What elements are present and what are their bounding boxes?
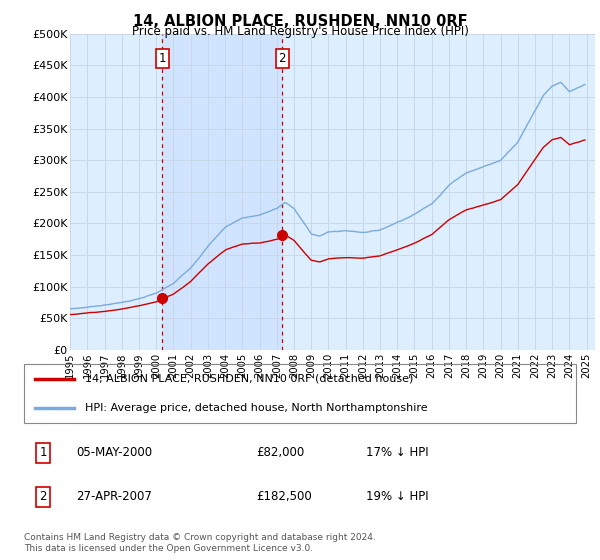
Text: 14, ALBION PLACE, RUSHDEN, NN10 0RF: 14, ALBION PLACE, RUSHDEN, NN10 0RF [133, 14, 467, 29]
Text: 17% ↓ HPI: 17% ↓ HPI [366, 446, 429, 459]
Text: 2: 2 [40, 491, 47, 503]
Text: HPI: Average price, detached house, North Northamptonshire: HPI: Average price, detached house, Nort… [85, 403, 427, 413]
Text: 19% ↓ HPI: 19% ↓ HPI [366, 491, 429, 503]
Text: 1: 1 [40, 446, 47, 459]
Text: 14, ALBION PLACE, RUSHDEN, NN10 0RF (detached house): 14, ALBION PLACE, RUSHDEN, NN10 0RF (det… [85, 374, 413, 384]
Text: 05-MAY-2000: 05-MAY-2000 [76, 446, 152, 459]
Text: 27-APR-2007: 27-APR-2007 [76, 491, 152, 503]
Text: £182,500: £182,500 [256, 491, 311, 503]
Bar [162, 34, 282, 350]
Text: Price paid vs. HM Land Registry's House Price Index (HPI): Price paid vs. HM Land Registry's House … [131, 25, 469, 38]
Text: Contains HM Land Registry data © Crown copyright and database right 2024.
This d: Contains HM Land Registry data © Crown c… [24, 533, 376, 553]
Text: 2: 2 [278, 53, 286, 66]
Text: £82,000: £82,000 [256, 446, 304, 459]
Text: 1: 1 [158, 53, 166, 66]
